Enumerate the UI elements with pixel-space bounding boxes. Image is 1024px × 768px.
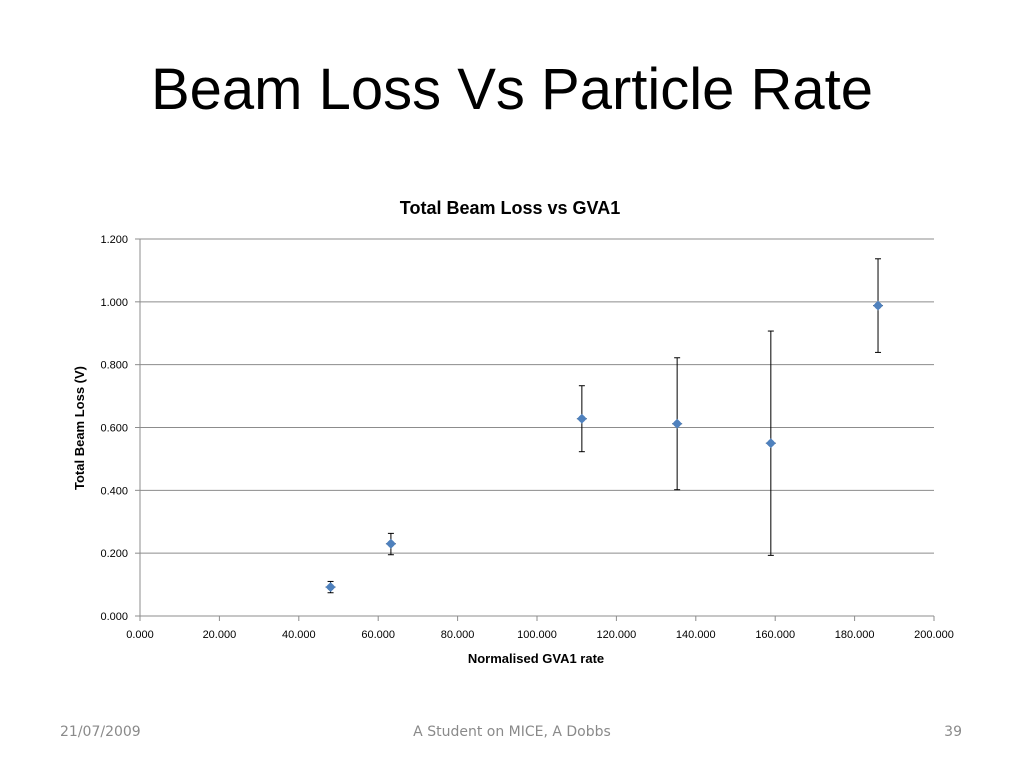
- x-tick-label: 140.000: [676, 629, 716, 641]
- x-tick-label: 60.000: [361, 629, 395, 641]
- data-point-core: [767, 439, 775, 447]
- x-tick-label: 20.000: [203, 629, 237, 641]
- y-axis-title: Total Beam Loss (V): [72, 366, 87, 490]
- x-tick-label: 160.000: [755, 629, 795, 641]
- x-tick-label: 180.000: [835, 629, 875, 641]
- gridlines: [140, 238, 934, 554]
- x-axis-title: Normalised GVA1 rate: [468, 651, 604, 666]
- data-point-core: [578, 415, 586, 423]
- y-tick-label: 0.800: [100, 360, 128, 372]
- x-tick-label: 0.000: [126, 629, 154, 641]
- chart-title: Total Beam Loss vs GVA1: [400, 198, 620, 218]
- x-tick-label: 200.000: [914, 629, 954, 641]
- footer-author: A Student on MICE, A Dobbs: [413, 724, 611, 740]
- footer-page-number: 39: [944, 724, 962, 740]
- x-tick-label: 120.000: [597, 629, 637, 641]
- y-tick-label: 0.200: [100, 548, 128, 560]
- y-tick-label: 0.000: [100, 611, 128, 623]
- x-tick-label: 80.000: [441, 629, 475, 641]
- footer-date: 21/07/2009: [60, 724, 141, 740]
- y-tick-label: 0.400: [100, 485, 128, 497]
- data-points: [325, 300, 883, 593]
- y-tick-label: 1.200: [100, 234, 128, 246]
- y-tick-label: 0.600: [100, 423, 128, 435]
- error-bars: [325, 258, 884, 594]
- y-tick-label: 1.000: [100, 297, 128, 309]
- data-point-core: [673, 420, 681, 428]
- data-point-core: [387, 540, 395, 548]
- tick-labels: 0.000 0.200 0.400 0.600 0.800 1.000 1.200 0.000…: [100, 234, 953, 641]
- x-tick-label: 40.000: [282, 629, 316, 641]
- axes: [135, 238, 935, 621]
- data-point-core: [327, 583, 335, 591]
- slide-title: Beam Loss Vs Particle Rate: [150, 57, 874, 122]
- x-tick-label: 100.000: [517, 629, 557, 641]
- data-point-core: [874, 302, 882, 310]
